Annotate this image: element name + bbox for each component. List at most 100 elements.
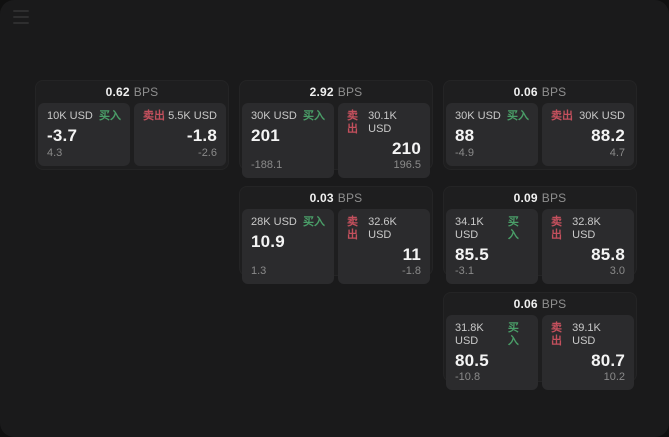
sell-panel-top: 卖出 32.6K USD [347, 216, 421, 242]
sell-delta: 4.7 [609, 147, 625, 159]
quote-card: 0.03 BPS 28K USD 买入 10.9 1.3 卖出 32.6K US… [239, 186, 433, 284]
buy-panel-top: 34.1K USD 买入 [455, 216, 529, 242]
sell-price: 210 [392, 139, 421, 158]
buy-price: 201 [251, 126, 280, 145]
bps-value: 0.06 [513, 296, 538, 311]
sell-price: 11 [402, 245, 421, 264]
buy-price: 85.5 [455, 245, 489, 264]
card-body: 30K USD 买入 201 -188.1 卖出 30.1K USD 210 1… [239, 103, 433, 182]
buy-panel[interactable]: 28K USD 买入 10.9 1.3 [242, 209, 334, 284]
buy-label: 买入 [507, 322, 519, 347]
sell-amount: 5.5K USD [168, 110, 217, 122]
buy-amount: 10K USD [47, 110, 93, 122]
buy-amount: 31.8K USD [455, 322, 484, 347]
buy-label: 买入 [303, 110, 325, 122]
quote-card: 0.06 BPS 31.8K USD 买入 80.5 -10.8 卖出 39.1… [443, 292, 637, 390]
buy-panel-top: 31.8K USD 买入 [455, 322, 529, 348]
sell-panel-top: 卖出 30.1K USD [347, 110, 421, 136]
sell-delta: 10.2 [603, 371, 625, 383]
card-body: 30K USD 买入 88 -4.9 卖出 30K USD 88.2 4.7 [443, 103, 637, 170]
sell-price: -1.8 [186, 126, 217, 145]
buy-panel-top: 30K USD 买入 [251, 110, 325, 123]
buy-delta: -3.1 [455, 265, 474, 277]
bps-unit-label: BPS [337, 84, 363, 99]
buy-amount: 34.1K USD [455, 216, 484, 241]
card-body: 10K USD 买入 -3.7 4.3 卖出 5.5K USD -1.8 -2.… [35, 103, 229, 170]
buy-delta: -10.8 [455, 371, 481, 383]
buy-panel[interactable]: 30K USD 买入 88 -4.9 [446, 103, 538, 166]
menu-bar [13, 22, 29, 24]
sell-panel[interactable]: 卖出 32.8K USD 85.8 3.0 [542, 209, 634, 284]
sell-panel[interactable]: 卖出 32.6K USD 11 -1.8 [338, 209, 430, 284]
buy-price: 10.9 [251, 232, 285, 251]
sell-panel[interactable]: 卖出 39.1K USD 80.7 10.2 [542, 315, 634, 390]
buy-amount: 28K USD [251, 216, 297, 228]
bps-unit-label: BPS [541, 190, 567, 205]
bps-spread-header: 0.62 BPS [35, 80, 229, 103]
sell-label: 卖出 [551, 216, 562, 241]
sell-panel[interactable]: 卖出 5.5K USD -1.8 -2.6 [134, 103, 226, 166]
quote-card: 2.92 BPS 30K USD 买入 201 -188.1 卖出 30.1K … [239, 80, 433, 178]
bps-value: 0.09 [513, 190, 538, 205]
sell-label: 卖出 [551, 322, 562, 347]
sell-panel-top: 卖出 5.5K USD [143, 110, 217, 123]
buy-delta: -188.1 [251, 159, 283, 171]
sell-panel-top: 卖出 30K USD [551, 110, 625, 123]
bps-unit-label: BPS [541, 296, 567, 311]
buy-price: -3.7 [47, 126, 78, 145]
buy-delta: 1.3 [251, 265, 267, 277]
buy-label: 买入 [303, 216, 325, 228]
sell-label: 卖出 [347, 110, 358, 135]
sell-label: 卖出 [347, 216, 358, 241]
card-body: 34.1K USD 买入 85.5 -3.1 卖出 32.8K USD 85.8… [443, 209, 637, 288]
buy-label: 买入 [99, 110, 121, 122]
buy-label: 买入 [507, 216, 519, 241]
buy-panel-top: 10K USD 买入 [47, 110, 121, 123]
menu-bar [13, 16, 29, 18]
sell-delta: -2.6 [198, 147, 217, 159]
buy-amount: 30K USD [455, 110, 501, 122]
bps-unit-label: BPS [133, 84, 159, 99]
sell-panel-top: 卖出 39.1K USD [551, 322, 625, 348]
sell-panel[interactable]: 卖出 30.1K USD 210 196.5 [338, 103, 430, 178]
quote-card: 0.09 BPS 34.1K USD 买入 85.5 -3.1 卖出 32.8K… [443, 186, 637, 284]
sell-label: 卖出 [551, 110, 573, 122]
sell-price: 80.7 [591, 351, 625, 370]
bps-unit-label: BPS [541, 84, 567, 99]
card-body: 31.8K USD 买入 80.5 -10.8 卖出 39.1K USD 80.… [443, 315, 637, 394]
bps-value: 0.62 [105, 84, 130, 99]
sell-panel-top: 卖出 32.8K USD [551, 216, 625, 242]
buy-panel-top: 28K USD 买入 [251, 216, 325, 229]
sell-amount: 30.1K USD [368, 110, 397, 135]
buy-price: 80.5 [455, 351, 489, 370]
sell-label: 卖出 [143, 110, 165, 122]
sell-price: 85.8 [591, 245, 625, 264]
buy-amount: 30K USD [251, 110, 297, 122]
buy-delta: 4.3 [47, 147, 63, 159]
bps-value: 0.03 [309, 190, 334, 205]
quote-card: 0.06 BPS 30K USD 买入 88 -4.9 卖出 30K USD [443, 80, 637, 170]
hamburger-menu-icon[interactable] [13, 8, 29, 26]
sell-delta: -1.8 [402, 265, 421, 277]
buy-panel[interactable]: 31.8K USD 买入 80.5 -10.8 [446, 315, 538, 390]
bps-spread-header: 0.03 BPS [239, 186, 433, 209]
sell-amount: 39.1K USD [572, 322, 601, 347]
menu-bar [13, 10, 29, 12]
card-body: 28K USD 买入 10.9 1.3 卖出 32.6K USD 11 -1.8 [239, 209, 433, 288]
sell-price: 88.2 [591, 126, 625, 145]
bps-spread-header: 2.92 BPS [239, 80, 433, 103]
buy-panel[interactable]: 34.1K USD 买入 85.5 -3.1 [446, 209, 538, 284]
bps-value: 0.06 [513, 84, 538, 99]
buy-panel[interactable]: 10K USD 买入 -3.7 4.3 [38, 103, 130, 166]
sell-amount: 32.8K USD [572, 216, 601, 241]
buy-delta: -4.9 [455, 147, 474, 159]
quote-card-grid: 0.62 BPS 10K USD 买入 -3.7 4.3 卖出 5.5K USD [35, 80, 637, 390]
sell-delta: 3.0 [609, 265, 625, 277]
sell-panel[interactable]: 卖出 30K USD 88.2 4.7 [542, 103, 634, 166]
bps-value: 2.92 [309, 84, 334, 99]
bps-unit-label: BPS [337, 190, 363, 205]
sell-delta: 196.5 [393, 159, 421, 171]
quote-card: 0.62 BPS 10K USD 买入 -3.7 4.3 卖出 5.5K USD [35, 80, 229, 170]
buy-panel[interactable]: 30K USD 买入 201 -188.1 [242, 103, 334, 178]
